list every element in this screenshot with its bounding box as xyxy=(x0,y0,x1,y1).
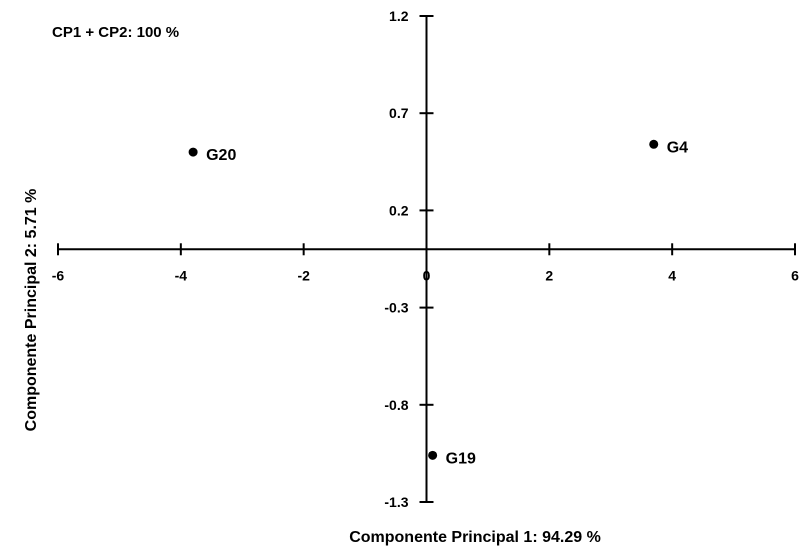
x-tick-label: 4 xyxy=(668,267,676,283)
y-tick-label: -0.3 xyxy=(384,300,408,316)
y-tick-label: 0.7 xyxy=(389,105,409,121)
x-tick-label: -2 xyxy=(297,267,310,283)
y-tick-label: -1.3 xyxy=(384,494,408,510)
data-point-g20 xyxy=(188,147,198,157)
point-label-g4: G4 xyxy=(667,139,688,156)
x-tick-label: 2 xyxy=(545,267,553,283)
point-label-g19: G19 xyxy=(446,450,476,467)
x-tick-label: 6 xyxy=(791,267,799,283)
y-tick-label: 1.2 xyxy=(389,8,409,24)
x-tick-label: -6 xyxy=(52,267,65,283)
point-label-g20: G20 xyxy=(206,147,236,164)
y-tick-label: -0.8 xyxy=(384,397,408,413)
y-axis-ticks: -1.3 -0.8 -0.3 0.2 0.7 1.2 xyxy=(384,8,434,510)
x-tick-label: 0 xyxy=(423,267,431,283)
y-tick-label: 0.2 xyxy=(389,202,409,218)
data-points: G20 G4 G19 xyxy=(188,139,688,467)
data-point-g19 xyxy=(428,450,438,460)
chart-annotation: CP1 + CP2: 100 % xyxy=(52,24,179,41)
x-axis-title: Componente Principal 1: 94.29 % xyxy=(349,529,601,546)
data-point-g4 xyxy=(649,139,659,149)
y-axis-title: Componente Principal 2: 5.71 % xyxy=(23,189,40,432)
x-axis-ticks: -6 -4 -2 0 2 4 6 xyxy=(52,243,799,283)
x-tick-label: -4 xyxy=(175,267,188,283)
